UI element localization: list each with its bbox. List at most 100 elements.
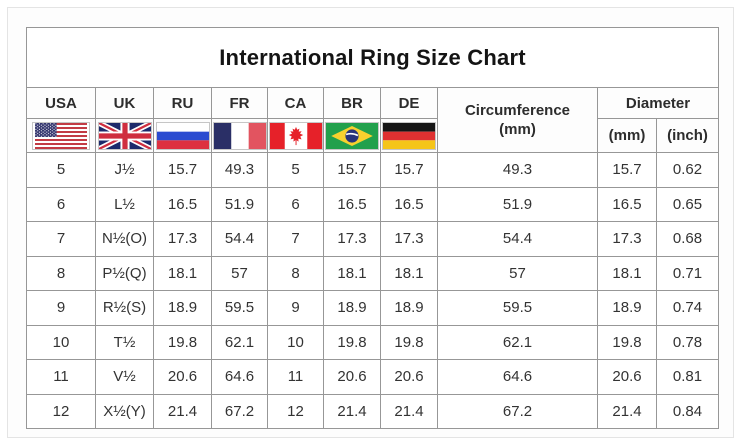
col-header-usa: USA [26, 87, 96, 119]
table-cell: 18.9 [380, 290, 438, 326]
table-cell: 15.7 [597, 152, 657, 188]
table-cell: 0.68 [656, 221, 719, 257]
table-cell: 18.1 [323, 255, 381, 291]
table-cell: X½(Y) [95, 393, 154, 429]
table-cell: 0.78 [656, 324, 719, 360]
table-cell: 18.9 [153, 290, 212, 326]
table-cell: 16.5 [323, 186, 381, 222]
table-cell: 54.4 [437, 221, 598, 257]
table-cell: 0.65 [656, 186, 719, 222]
table-cell: 10 [267, 324, 324, 360]
table-cell: 21.4 [323, 393, 381, 429]
usa-flag-cell [26, 118, 96, 153]
table-cell: 8 [26, 255, 96, 291]
table-cell: L½ [95, 186, 154, 222]
flag-row: (mm) (inch) [26, 118, 719, 153]
table-cell: 49.3 [437, 152, 598, 188]
col-header-fr: FR [211, 87, 268, 119]
circumference-unit: (mm) [499, 121, 536, 138]
table-cell: 11 [267, 359, 324, 395]
table-cell: 62.1 [211, 324, 268, 360]
table-cell: 54.4 [211, 221, 268, 257]
table-cell: 62.1 [437, 324, 598, 360]
table-cell: 7 [267, 221, 324, 257]
canada-flag-icon [268, 121, 323, 150]
table-row: 7 N½(O) 17.3 54.4 7 17.3 17.3 54.4 17.3 0.68 [26, 221, 719, 257]
table-cell: 10 [26, 324, 96, 360]
table-cell: 9 [267, 290, 324, 326]
table-cell: 17.3 [323, 221, 381, 257]
table-body: 5 J½ 15.7 49.3 5 15.7 15.7 49.3 15.7 0.62 6 L½ 16.5 5… [26, 152, 719, 429]
table-cell: 6 [26, 186, 96, 222]
table-row: 5 J½ 15.7 49.3 5 15.7 15.7 49.3 15.7 0.62 [26, 152, 719, 188]
table-cell: R½(S) [95, 290, 154, 326]
table-cell: T½ [95, 324, 154, 360]
col-header-ru: RU [153, 87, 212, 119]
table-cell: 51.9 [437, 186, 598, 222]
table-cell: 64.6 [211, 359, 268, 395]
table-cell: 16.5 [380, 186, 438, 222]
table-cell: V½ [95, 359, 154, 395]
table-cell: 18.1 [380, 255, 438, 291]
table-cell: 20.6 [323, 359, 381, 395]
table-cell: 12 [26, 393, 96, 429]
table-cell: 17.3 [380, 221, 438, 257]
canada-flag-cell [267, 118, 324, 153]
table-row: 6 L½ 16.5 51.9 6 16.5 16.5 51.9 16.5 0.65 [26, 186, 719, 222]
title-row: International Ring Size Chart [26, 27, 719, 88]
table-cell: 15.7 [380, 152, 438, 188]
brazil-flag-icon [325, 121, 379, 150]
table-cell: 51.9 [211, 186, 268, 222]
table-cell: 19.8 [597, 324, 657, 360]
table-cell: 5 [267, 152, 324, 188]
table-cell: 67.2 [437, 393, 598, 429]
table-row: 9 R½(S) 18.9 59.5 9 18.9 18.9 59.5 18.9 0.74 [26, 290, 719, 326]
uk-flag-cell [95, 118, 154, 153]
table-cell: 19.8 [323, 324, 381, 360]
germany-flag-icon [382, 121, 436, 150]
col-header-ca: CA [267, 87, 324, 119]
table-header: International Ring Size Chart USA UK RU … [26, 27, 719, 153]
circumference-label: Circumference [464, 101, 571, 119]
table-cell: N½(O) [95, 221, 154, 257]
table-cell: 21.4 [380, 393, 438, 429]
diameter-mm-header: (mm) [597, 118, 657, 153]
table-cell: 21.4 [153, 393, 212, 429]
table-cell: 0.81 [656, 359, 719, 395]
table-cell: 18.9 [597, 290, 657, 326]
russia-flag-icon [155, 121, 210, 150]
page-title: International Ring Size Chart [26, 27, 719, 88]
col-header-de: DE [380, 87, 438, 119]
table-cell: 17.3 [153, 221, 212, 257]
table-cell: 0.84 [656, 393, 719, 429]
table-cell: 57 [437, 255, 598, 291]
table-row: 12 X½(Y) 21.4 67.2 12 21.4 21.4 67.2 21.4 0.84 [26, 393, 719, 429]
france-flag-icon [212, 121, 267, 150]
table-cell: 8 [267, 255, 324, 291]
table-cell: 64.6 [437, 359, 598, 395]
table-cell: 0.74 [656, 290, 719, 326]
diameter-inch-header: (inch) [656, 118, 719, 153]
table-row: 11 V½ 20.6 64.6 11 20.6 20.6 64.6 20.6 0.81 [26, 359, 719, 395]
russia-flag-cell [153, 118, 212, 153]
table-cell: 5 [26, 152, 96, 188]
table-cell: 7 [26, 221, 96, 257]
table-cell: 19.8 [153, 324, 212, 360]
table-cell: 15.7 [323, 152, 381, 188]
table-cell: 11 [26, 359, 96, 395]
table-row: 8 P½(Q) 18.1 57 8 18.1 18.1 57 18.1 0.71 [26, 255, 719, 291]
table-cell: 12 [267, 393, 324, 429]
table-cell: 16.5 [153, 186, 212, 222]
col-header-diameter: Diameter [597, 87, 719, 119]
brazil-flag-cell [323, 118, 381, 153]
usa-flag-icon [32, 121, 90, 150]
table-cell: 21.4 [597, 393, 657, 429]
table-cell: 0.71 [656, 255, 719, 291]
table-cell: 57 [211, 255, 268, 291]
uk-flag-icon [97, 121, 152, 150]
col-header-circumference: Circumference (mm) [437, 87, 598, 153]
table-cell: 0.62 [656, 152, 719, 188]
table-cell: 59.5 [211, 290, 268, 326]
table-cell: 49.3 [211, 152, 268, 188]
table-cell: 6 [267, 186, 324, 222]
